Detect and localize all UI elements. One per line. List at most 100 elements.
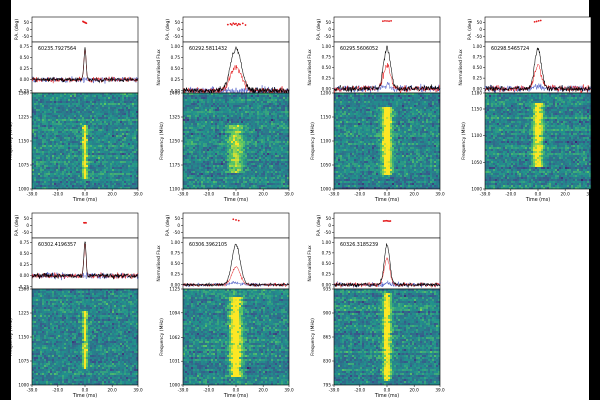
spectrum-cell xyxy=(239,141,242,144)
spectrum-cell xyxy=(56,187,59,190)
spectrum-cell xyxy=(90,163,93,166)
spectrum-cell xyxy=(98,123,101,126)
spectrum-cell xyxy=(257,109,260,112)
spectrum-cell xyxy=(60,105,63,108)
spectrum-cell xyxy=(201,161,204,164)
spectrum-cell xyxy=(58,159,61,162)
spectrum-cell xyxy=(245,95,248,98)
spectrum-cell xyxy=(94,155,97,158)
spectrum-cell xyxy=(243,149,246,152)
spectrum-cell xyxy=(72,101,75,104)
spectrum-cell xyxy=(269,145,272,148)
spectrum-cell xyxy=(98,159,101,162)
spectrum-cell xyxy=(48,171,51,174)
spectrum-cell xyxy=(76,153,79,156)
spectrum-cell xyxy=(54,119,57,122)
spectrum-cell xyxy=(120,123,123,126)
spectrum-cell xyxy=(273,137,276,140)
spectrum-cell xyxy=(94,101,97,104)
spectrum-cell xyxy=(100,139,103,142)
spectrum-cell xyxy=(187,179,190,182)
spectrum-cell xyxy=(225,133,228,136)
spectrum-cell xyxy=(98,187,101,190)
spectrum-cell xyxy=(86,145,89,148)
spectrum-cell xyxy=(223,177,226,180)
spectrum-cell xyxy=(106,143,109,146)
spectrum-cell xyxy=(132,101,135,104)
spectrum-cell xyxy=(100,135,103,138)
spectrum-cell xyxy=(136,131,139,134)
spectrum-cell xyxy=(243,99,246,102)
spectrum-cell xyxy=(223,103,226,106)
spectrum-cell xyxy=(46,147,49,150)
spectrum-cell xyxy=(98,157,101,160)
spectrum-cell xyxy=(229,139,232,142)
spectrum-cell xyxy=(134,107,137,110)
spectrum-cell xyxy=(243,159,246,162)
spectrum-cell xyxy=(255,135,258,138)
spectrum-cell xyxy=(128,115,131,118)
spectrum-cell xyxy=(114,161,117,164)
spectrum-cell xyxy=(110,117,113,120)
spectrum-cell xyxy=(52,101,55,104)
spectrum-cell xyxy=(229,131,232,134)
spectrum-cell xyxy=(243,115,246,118)
spectrum-cell xyxy=(249,109,252,112)
spectrum-cell xyxy=(185,163,188,166)
burst-panel-2: 500-50P.A. (deg)1.000.750.500.250.006029… xyxy=(156,16,294,203)
spectrum-cell xyxy=(191,171,194,174)
spectrum-cell xyxy=(247,141,250,144)
spectrum-cell xyxy=(191,139,194,142)
spectrum-cell xyxy=(217,145,220,148)
spectrum-cell xyxy=(249,117,252,120)
spectrum-cell xyxy=(259,149,262,152)
spectrum-cell xyxy=(114,123,117,126)
spectrum-cell xyxy=(251,145,254,148)
spectrum-cell xyxy=(100,131,103,134)
spectrum-cell xyxy=(199,105,202,108)
spectrum-cell xyxy=(92,157,95,160)
spectrum-cell xyxy=(132,103,135,106)
spectrum-cell xyxy=(211,133,214,136)
spectrum-cell xyxy=(94,131,97,134)
spectrum-cell xyxy=(205,157,208,160)
spectrum-cell xyxy=(287,153,290,156)
spectrum-cell xyxy=(60,137,63,140)
spectrum-cell xyxy=(112,117,115,120)
spectrum-cell xyxy=(76,137,79,140)
spectrum-cell xyxy=(50,165,53,168)
spectrum-cell xyxy=(217,129,220,132)
spectrum-cell xyxy=(279,113,282,116)
spectrum-cell xyxy=(84,183,87,186)
spectrum-cell xyxy=(86,133,89,136)
spectrum-cell xyxy=(271,95,274,98)
spectrum-cell xyxy=(66,139,69,142)
spectrum-cell xyxy=(259,115,262,118)
spectrum-cell xyxy=(213,181,216,184)
spectrum-cell xyxy=(195,145,198,148)
spectrum-cell xyxy=(32,149,35,152)
spectrum-cell xyxy=(261,163,264,166)
spectrum-cell xyxy=(201,181,204,184)
spectrum-cell xyxy=(48,131,51,134)
spectrum-cell xyxy=(82,131,85,134)
spectrum-cell xyxy=(44,133,47,136)
spectrum-cell xyxy=(259,159,262,162)
spectrum-cell xyxy=(124,131,127,134)
spectrum-cell xyxy=(110,115,113,118)
spectrum-cell xyxy=(108,101,111,104)
spectrum-cell xyxy=(263,101,266,104)
spectrum-cell xyxy=(110,97,113,100)
spectrum-cell xyxy=(221,165,224,168)
spectrum-cell xyxy=(201,147,204,150)
spectrum-cell xyxy=(243,141,246,144)
spectrum-cell xyxy=(283,153,286,156)
spectrum-cell xyxy=(209,157,212,160)
spectrum-cell xyxy=(279,163,282,166)
spectrum-cell xyxy=(207,117,210,120)
spectrum-cell xyxy=(128,95,131,98)
spectrum-cell xyxy=(229,175,232,178)
spectrum-cell xyxy=(279,103,282,106)
spectrum-cell xyxy=(235,137,238,140)
spectrum-cell xyxy=(96,109,99,112)
